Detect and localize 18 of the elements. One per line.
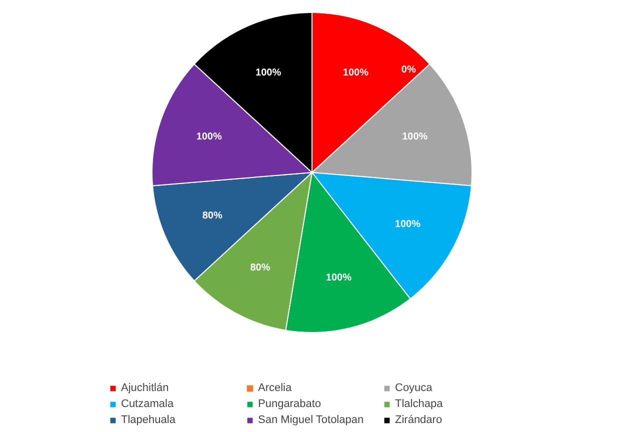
text: 0%: [401, 64, 416, 76]
data-label: 100%: [256, 67, 282, 78]
data-label: 100%: [342, 67, 369, 78]
legend-label: Coyuca: [395, 382, 434, 394]
legend-label: Cutzamala: [121, 398, 175, 410]
data-label: 100%: [326, 272, 352, 284]
data-label: 100%: [402, 132, 428, 143]
data-label: 80%: [202, 210, 222, 222]
legend-label: Tlapehuala: [121, 414, 176, 426]
legend-label: Zirándaro: [395, 414, 444, 426]
legend-label: Tlalchapa: [395, 398, 444, 410]
legend-label: Pungarabato: [258, 398, 322, 410]
legend-label: Arcelia: [258, 382, 293, 394]
legend-label: San Miguel Totolapan: [258, 414, 365, 426]
data-label: 80%: [250, 262, 270, 274]
data-label: 100%: [394, 218, 421, 230]
data-label: 100%: [196, 132, 222, 143]
legend-label: Ajuchitlán: [121, 382, 170, 394]
